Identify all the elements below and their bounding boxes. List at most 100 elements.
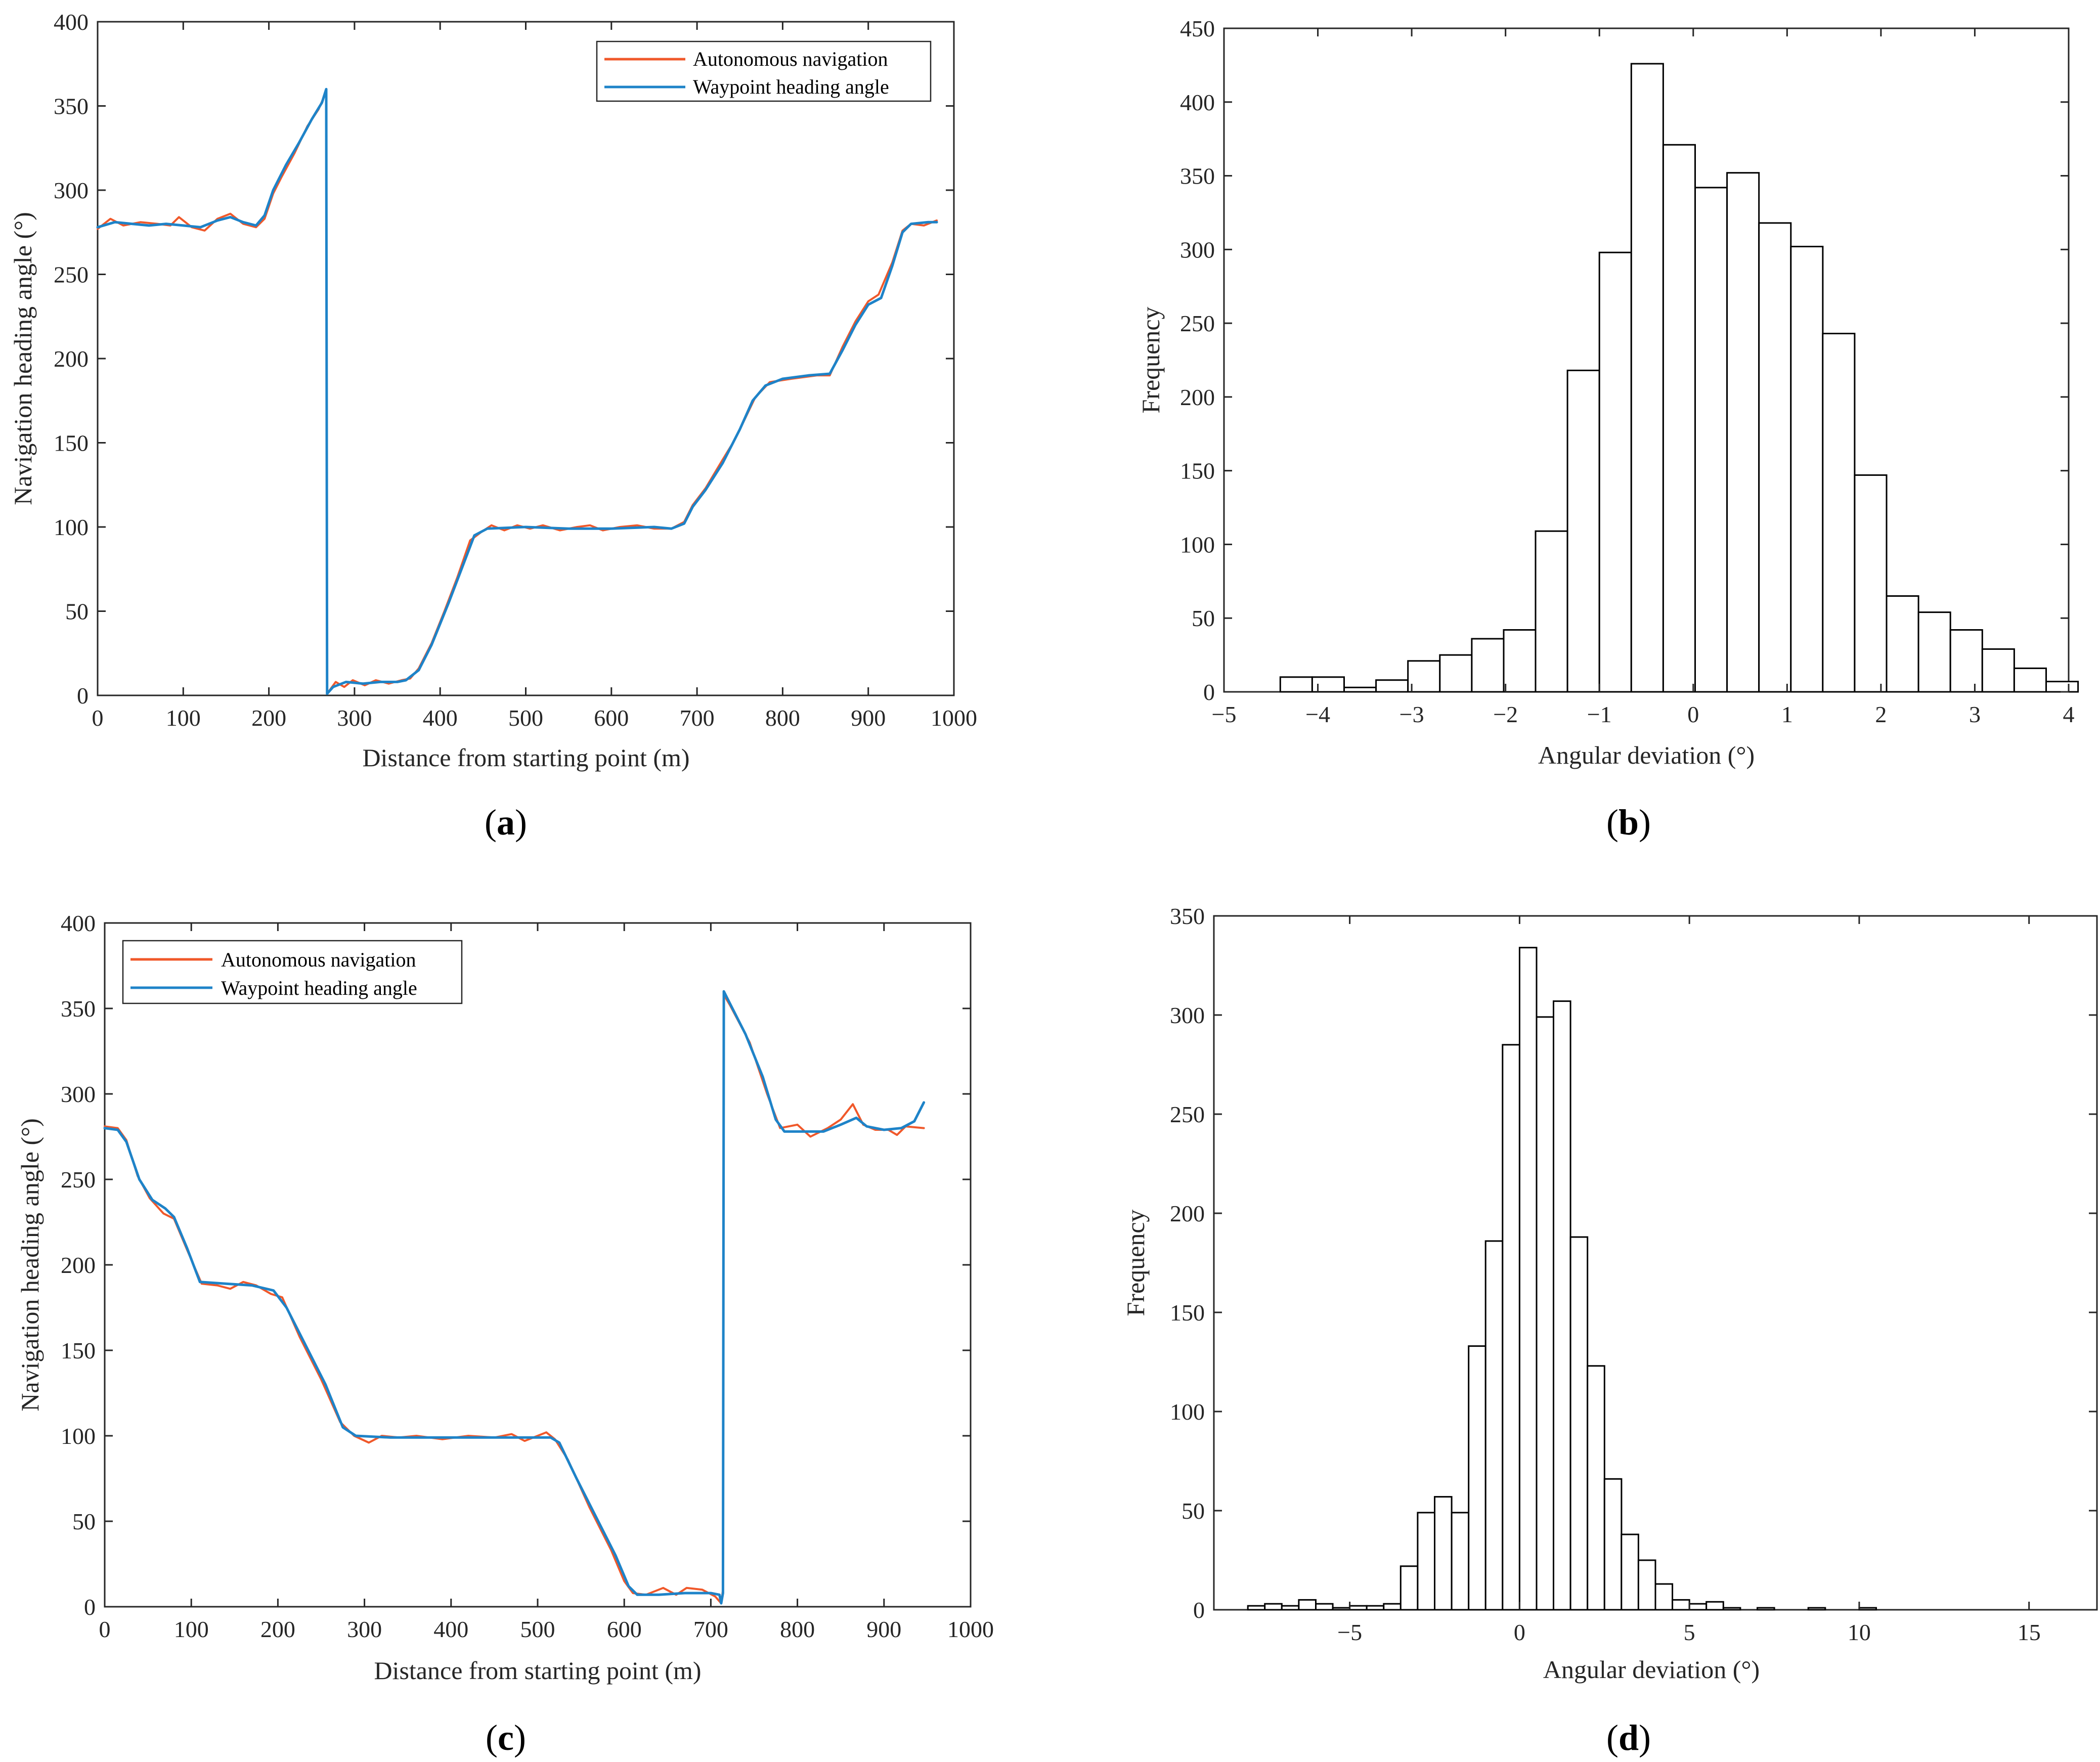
panel-d-histogram-bar — [1349, 1605, 1368, 1611]
panel-d-histogram-bar — [1688, 1603, 1708, 1611]
panel-b-histogram-bar — [1566, 369, 1600, 693]
panel-a-waypoint-heading-line — [96, 87, 938, 695]
panel-b-x-axis-label: Angular deviation (°) — [1538, 741, 1755, 769]
panel-a-x-tick-label: 0 — [92, 705, 104, 731]
panel-c-x-tick-label: 700 — [693, 1616, 728, 1642]
panel-d-histogram-bar — [1484, 1240, 1504, 1611]
panel-c-x-axis-label: Distance from starting point (m) — [374, 1656, 701, 1685]
panel-b-histogram-bar — [1343, 686, 1377, 693]
panel-a-caption-letter: a — [497, 802, 515, 843]
panel-d-y-tick-label: 200 — [1170, 1201, 1205, 1226]
panel-b-y-tick-label: 350 — [1180, 163, 1215, 189]
panel-d-x-tick-label: 5 — [1684, 1619, 1695, 1645]
panel-a-legend-waypoint-label: Waypoint heading angle — [693, 75, 889, 98]
panel-a-x-tick-label: 900 — [851, 705, 886, 731]
panel-a-y-tick-label: 300 — [54, 178, 89, 203]
panel-b-ticks: −5 −4 −3 −2 −1 0 1 2 3 4 0 50 100 150 200 250 300 350 400 4… — [1180, 16, 2075, 727]
panel-c-x-tick-label: 500 — [520, 1616, 555, 1642]
panel-b-y-axis-label: Frequency — [1136, 306, 1165, 413]
panel-d-histogram-bar — [1468, 1345, 1486, 1611]
panel-d-caption: (d) — [1606, 1717, 1651, 1758]
panel-a-y-tick-label: 150 — [54, 430, 89, 456]
panel-d-y-tick-label: 0 — [1193, 1597, 1205, 1623]
panel-b-histogram-bar — [1471, 638, 1505, 693]
panel-b-histogram-bar — [2013, 667, 2047, 693]
panel-d-bars — [1247, 947, 1877, 1611]
panel-b-deviation-histogram: −5 −4 −3 −2 −1 0 1 2 3 4 0 50 100 150 200 250 300 350 400 4… — [1136, 16, 2079, 843]
panel-d-y-tick-label: 350 — [1170, 903, 1205, 929]
panel-c-legend-box — [122, 940, 463, 1004]
panel-c-lines — [103, 990, 926, 1605]
panel-b-x-tick-label: −3 — [1399, 701, 1424, 727]
panel-b-x-tick-label: 3 — [1969, 701, 1981, 727]
panel-a-y-tick-label: 0 — [77, 683, 89, 709]
panel-b-x-tick-label: 1 — [1781, 701, 1793, 727]
panel-a-legend-autonomous-label: Autonomous navigation — [693, 48, 888, 70]
panel-a-x-tick-label: 100 — [166, 705, 201, 731]
panel-c-ticks: 0 100 200 300 400 500 600 700 800 900 1000 0 50 100 15… — [61, 910, 994, 1642]
panel-c-waypoint-heading-line — [103, 990, 926, 1605]
panel-d-histogram-bar — [1553, 1000, 1571, 1611]
panel-c-x-tick-label: 400 — [433, 1616, 468, 1642]
panel-a-y-tick-label: 100 — [54, 514, 89, 540]
panel-b-histogram-bar — [1375, 679, 1409, 693]
panel-a-x-tick-label: 800 — [765, 705, 800, 731]
panel-c-plot-area — [104, 922, 972, 1608]
panel-b-y-tick-label: 200 — [1180, 384, 1215, 410]
panel-b-histogram-bar — [1981, 648, 2015, 693]
panel-c-y-tick-label: 50 — [72, 1509, 96, 1534]
panel-d-y-tick-label: 150 — [1170, 1300, 1205, 1326]
panel-a-y-axis-label: Navigation heading angle (°) — [9, 212, 37, 505]
panel-b-y-tick-label: 300 — [1180, 237, 1215, 262]
panel-a-y-tick-label: 50 — [65, 599, 89, 625]
panel-a-y-tick-label: 250 — [54, 262, 89, 288]
panel-a-legend-box — [596, 40, 932, 102]
panel-d-histogram-bar — [1281, 1605, 1300, 1611]
panel-c-legend: Autonomous navigation Waypoint heading a… — [122, 940, 463, 1004]
panel-b-histogram-bar — [1311, 676, 1345, 693]
panel-b-x-tick-label: −1 — [1587, 701, 1612, 727]
panel-b-histogram-bar — [1279, 676, 1313, 693]
panel-c-y-tick-label: 200 — [61, 1252, 96, 1278]
panel-b-histogram-bar — [1439, 654, 1473, 693]
panel-b-y-tick-label: 50 — [1192, 605, 1215, 631]
panel-b-histogram-bar — [1694, 187, 1728, 693]
panel-d-x-tick-label: −5 — [1337, 1619, 1362, 1645]
panel-b-bars — [1279, 63, 2079, 693]
panel-d-histogram-bar — [1637, 1559, 1656, 1611]
panel-a-caption-close: ) — [515, 802, 527, 843]
panel-d-y-tick-label: 100 — [1170, 1399, 1205, 1425]
panel-c-x-tick-label: 800 — [780, 1616, 815, 1642]
panel-b-x-tick-label: 2 — [1875, 701, 1887, 727]
panel-d-histogram-bar — [1858, 1607, 1877, 1611]
panel-c-y-tick-label: 250 — [61, 1167, 96, 1193]
panel-d-y-tick-label: 50 — [1182, 1498, 1205, 1524]
panel-b-x-tick-label: −4 — [1305, 701, 1330, 727]
panel-a-ticks: 0 100 200 300 400 500 600 700 800 900 1000 0 50 100 15… — [54, 9, 977, 731]
panel-d-histogram-bar — [1315, 1603, 1334, 1611]
panel-b-caption-close: ) — [1639, 802, 1651, 843]
panel-b-histogram-bar — [1503, 629, 1537, 693]
panel-d-histogram-bar — [1569, 1236, 1589, 1611]
panel-d-histogram-bar — [1518, 947, 1538, 1611]
panel-d-histogram-bar — [1621, 1533, 1639, 1611]
panel-c-x-tick-label: 900 — [866, 1616, 901, 1642]
panel-c-legend-waypoint-label: Waypoint heading angle — [221, 977, 417, 999]
panel-b-y-tick-label: 400 — [1180, 90, 1215, 115]
panel-d-histogram-bar — [1807, 1607, 1826, 1611]
panel-c-x-tick-label: 100 — [174, 1616, 209, 1642]
panel-a-x-tick-label: 200 — [251, 705, 286, 731]
panel-d-histogram-bar — [1603, 1478, 1623, 1611]
panel-c-y-axis-label: Navigation heading angle (°) — [16, 1118, 44, 1412]
panel-b-x-tick-label: 0 — [1687, 701, 1699, 727]
panel-b-histogram-bar — [1854, 474, 1888, 693]
panel-b-histogram-bar — [1535, 530, 1568, 693]
panel-d-x-tick-label: 0 — [1514, 1619, 1525, 1645]
panel-a-y-tick-label: 400 — [54, 9, 89, 35]
panel-b-y-tick-label: 150 — [1180, 458, 1215, 484]
panel-c-y-tick-label: 350 — [61, 996, 96, 1022]
panel-d-x-tick-label: 15 — [2018, 1619, 2041, 1645]
panel-c-x-tick-label: 600 — [607, 1616, 642, 1642]
panel-b-x-tick-label: 4 — [2063, 701, 2075, 727]
